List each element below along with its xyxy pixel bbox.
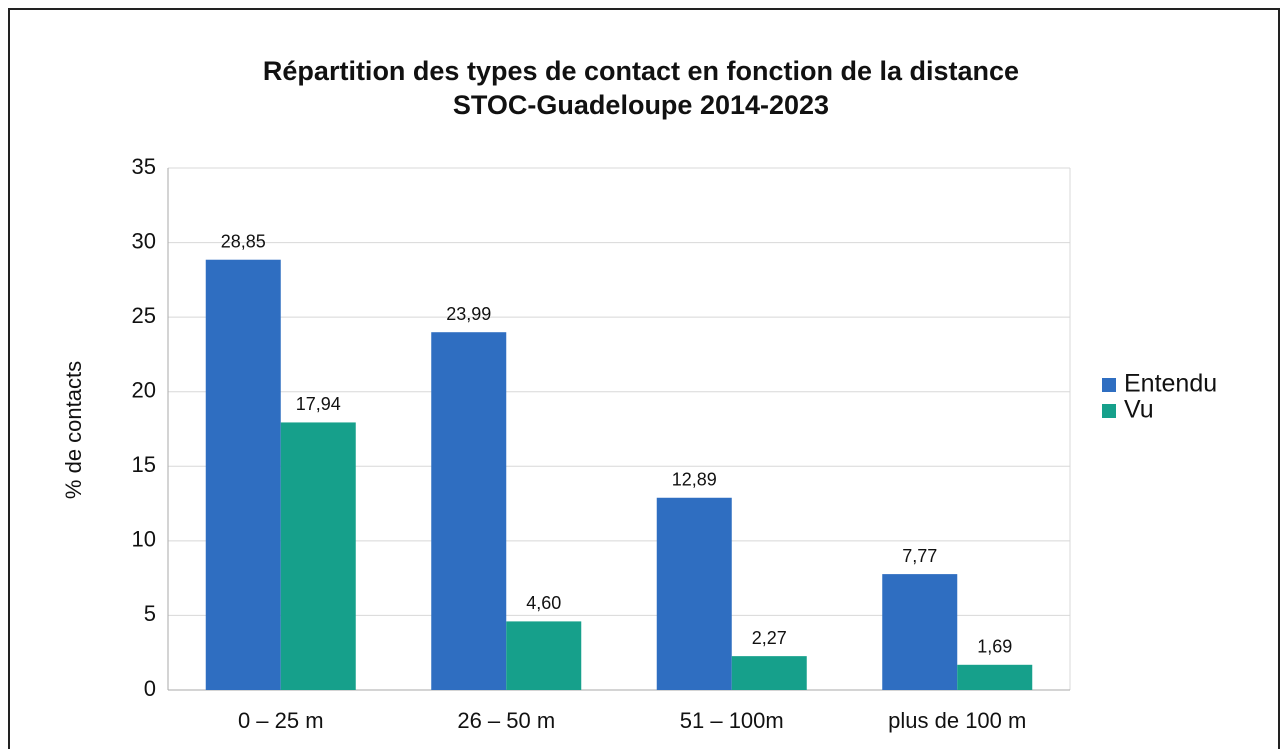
y-tick-label: 0 — [144, 676, 156, 701]
value-label: 12,89 — [672, 470, 717, 490]
value-label: 7,77 — [902, 546, 937, 566]
y-tick-label: 15 — [132, 452, 156, 477]
bar — [506, 621, 582, 690]
frame — [8, 8, 1280, 749]
legend-swatch — [1102, 378, 1116, 392]
value-label: 17,94 — [296, 394, 341, 414]
bar — [731, 656, 807, 690]
value-label: 1,69 — [977, 637, 1012, 657]
x-tick-label: 26 – 50 m — [457, 708, 555, 733]
value-label: 28,85 — [221, 231, 266, 251]
bar — [656, 497, 732, 690]
legend-label: Entendu — [1124, 370, 1217, 398]
x-tick-label: 51 – 100m — [680, 708, 784, 733]
bar — [431, 332, 507, 690]
x-tick-label: plus de 100 m — [888, 708, 1026, 733]
bar — [882, 574, 958, 690]
y-tick-label: 20 — [132, 378, 156, 403]
y-axis-label: % de contacts — [61, 361, 86, 499]
value-label: 2,27 — [752, 628, 787, 648]
y-tick-label: 10 — [132, 527, 156, 552]
y-tick-label: 35 — [132, 154, 156, 179]
legend-label: Vu — [1124, 396, 1154, 424]
value-label: 23,99 — [446, 304, 491, 324]
x-tick-label: 0 – 25 m — [238, 708, 324, 733]
chart-subtitle: STOC-Guadeloupe 2014-2023 — [453, 90, 829, 120]
legend-swatch — [1102, 404, 1116, 418]
chart-title: Répartition des types de contact en fonc… — [263, 56, 1019, 86]
y-tick-label: 25 — [132, 303, 156, 328]
value-label: 4,60 — [526, 593, 561, 613]
y-tick-label: 30 — [132, 228, 156, 253]
bar — [280, 422, 356, 690]
bar — [205, 259, 281, 690]
y-tick-label: 5 — [144, 601, 156, 626]
bar — [957, 664, 1033, 690]
